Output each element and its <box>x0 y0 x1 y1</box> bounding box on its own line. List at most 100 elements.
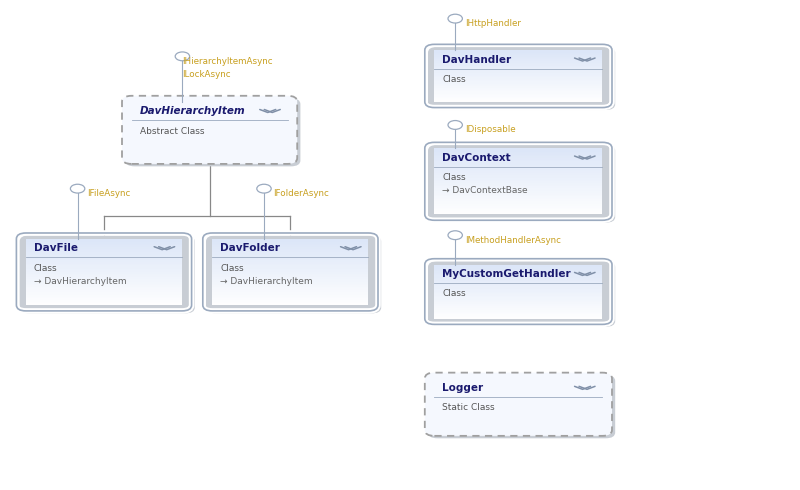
Text: Abstract Class: Abstract Class <box>140 126 204 136</box>
Bar <box>26 282 182 284</box>
Text: Class: Class <box>442 75 466 84</box>
Bar <box>434 172 602 173</box>
Bar <box>26 289 182 290</box>
Bar <box>212 266 368 267</box>
Bar <box>26 254 182 255</box>
Bar <box>434 198 602 199</box>
Bar <box>26 245 182 247</box>
Bar <box>26 260 182 262</box>
Bar <box>434 288 602 289</box>
Bar <box>434 158 602 160</box>
Bar <box>434 199 602 201</box>
Bar <box>434 80 602 81</box>
Bar <box>26 267 182 269</box>
Bar <box>212 245 368 247</box>
Bar <box>434 265 602 266</box>
Bar <box>212 262 368 264</box>
Bar <box>434 206 602 208</box>
Text: IFileAsync: IFileAsync <box>87 189 130 198</box>
FancyBboxPatch shape <box>20 236 195 314</box>
Bar <box>434 155 602 156</box>
FancyBboxPatch shape <box>122 96 298 164</box>
Bar <box>434 196 602 198</box>
Text: IMethodHandlerAsync: IMethodHandlerAsync <box>465 236 561 245</box>
Bar <box>434 174 602 176</box>
Bar <box>26 259 182 260</box>
Text: IDisposable: IDisposable <box>465 125 515 134</box>
Bar <box>212 272 368 273</box>
Bar <box>434 88 602 89</box>
Bar <box>434 51 602 53</box>
Bar <box>434 66 602 67</box>
Bar <box>434 211 602 213</box>
Bar <box>434 162 602 163</box>
Text: DavHandler: DavHandler <box>442 54 511 65</box>
Bar <box>434 68 602 70</box>
Bar <box>26 244 182 245</box>
Bar <box>434 309 602 311</box>
Bar <box>26 270 182 272</box>
Bar <box>434 78 602 80</box>
Text: Static Class: Static Class <box>442 403 495 413</box>
Bar <box>212 282 368 284</box>
Text: Class: Class <box>442 173 466 182</box>
Bar <box>434 71 602 72</box>
Bar <box>434 59 602 61</box>
Bar <box>212 247 368 249</box>
Bar <box>434 173 602 175</box>
Bar <box>212 241 368 242</box>
Bar <box>26 241 182 242</box>
Bar <box>434 304 602 305</box>
Polygon shape <box>199 101 220 112</box>
Bar <box>434 160 602 162</box>
Bar <box>434 292 602 293</box>
Bar <box>26 290 182 292</box>
Bar <box>212 244 368 245</box>
Bar <box>212 298 368 300</box>
Bar <box>434 186 602 188</box>
Bar <box>26 250 182 252</box>
Bar <box>434 93 602 94</box>
Bar <box>434 183 602 185</box>
Bar <box>434 100 602 102</box>
Bar <box>434 203 602 204</box>
Bar <box>434 178 602 180</box>
Bar <box>434 299 602 301</box>
Bar <box>434 97 602 98</box>
Circle shape <box>448 121 462 129</box>
FancyBboxPatch shape <box>425 372 612 436</box>
Bar <box>212 287 368 289</box>
Bar <box>434 170 602 172</box>
Bar <box>212 290 368 292</box>
Bar <box>434 176 602 178</box>
FancyBboxPatch shape <box>428 47 615 110</box>
Bar <box>26 275 182 277</box>
Text: ILockAsync: ILockAsync <box>182 71 231 79</box>
Bar <box>26 252 182 254</box>
Bar <box>434 165 602 167</box>
Bar <box>434 191 602 193</box>
Bar <box>212 254 368 255</box>
Bar <box>26 280 182 282</box>
Bar <box>434 193 602 195</box>
Bar <box>434 274 602 275</box>
Bar <box>212 292 368 294</box>
Bar <box>434 271 602 272</box>
Bar <box>434 168 602 170</box>
Bar <box>434 204 602 206</box>
Text: → DavHierarchyItem: → DavHierarchyItem <box>34 276 126 286</box>
Bar <box>434 279 602 281</box>
Bar <box>434 270 602 271</box>
Bar <box>434 94 602 95</box>
Bar <box>434 76 602 77</box>
Bar <box>212 294 368 295</box>
Bar <box>26 302 182 303</box>
Bar <box>434 82 602 84</box>
Bar <box>434 53 602 54</box>
Bar <box>26 303 182 305</box>
Bar <box>434 283 602 285</box>
Bar <box>26 247 182 249</box>
Bar <box>212 249 368 250</box>
Bar <box>212 273 368 275</box>
Text: DavFile: DavFile <box>34 243 78 253</box>
